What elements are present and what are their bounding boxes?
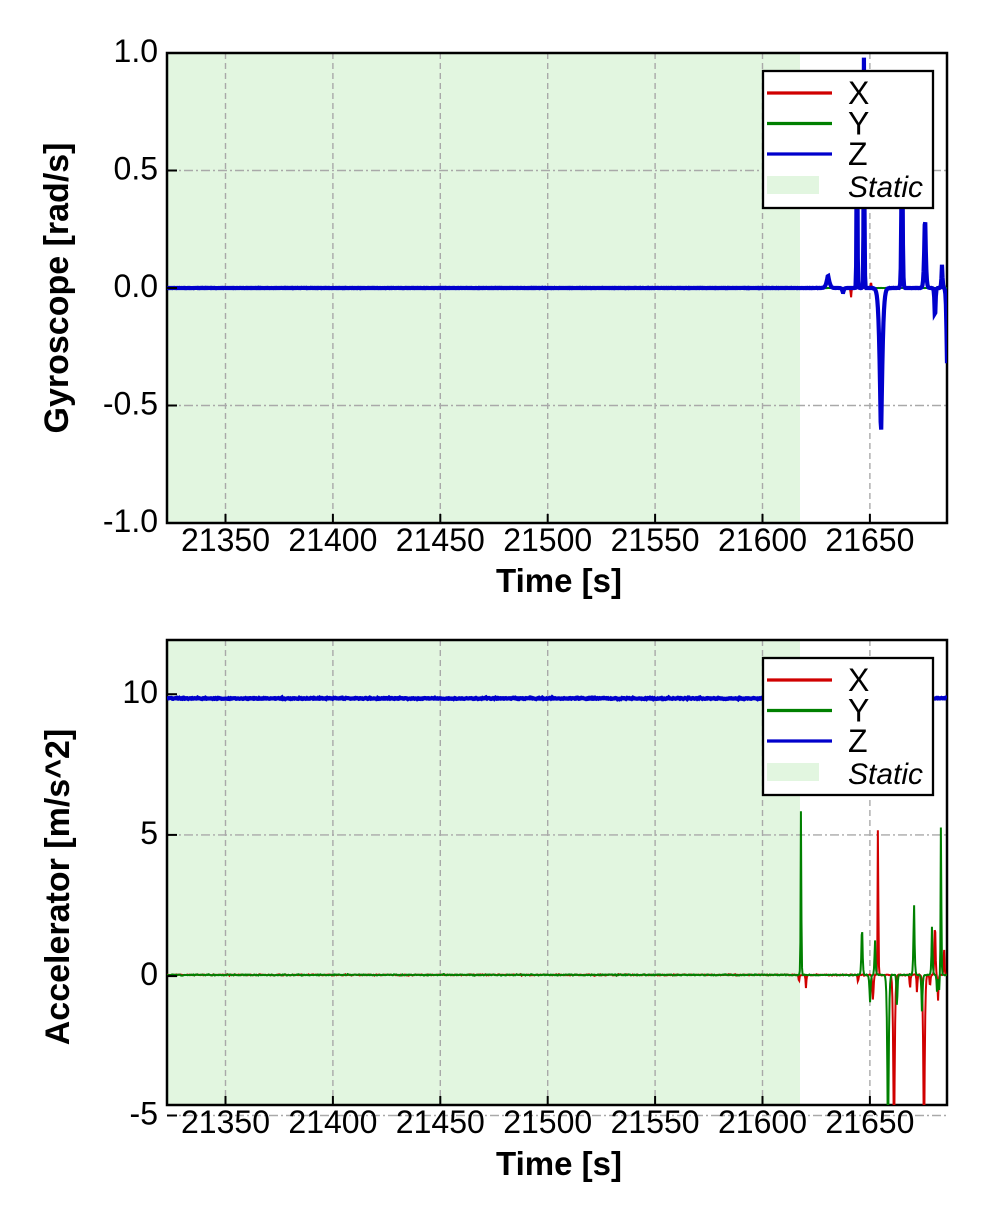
svg-text:1.0: 1.0 bbox=[114, 33, 158, 69]
svg-text:10: 10 bbox=[122, 674, 158, 710]
svg-text:21600: 21600 bbox=[718, 1104, 807, 1140]
svg-text:Z: Z bbox=[848, 723, 868, 759]
svg-text:21650: 21650 bbox=[825, 522, 914, 558]
svg-text:Time [s]: Time [s] bbox=[496, 1145, 622, 1182]
svg-text:0: 0 bbox=[140, 956, 158, 992]
svg-text:21650: 21650 bbox=[825, 1104, 914, 1140]
svg-text:0.0: 0.0 bbox=[114, 268, 158, 304]
svg-text:Gyroscope [rad/s]: Gyroscope [rad/s] bbox=[38, 143, 76, 434]
svg-text:21400: 21400 bbox=[288, 1104, 377, 1140]
svg-text:21450: 21450 bbox=[396, 522, 485, 558]
svg-text:-1.0: -1.0 bbox=[103, 503, 158, 539]
svg-text:0.5: 0.5 bbox=[114, 151, 158, 187]
svg-text:21350: 21350 bbox=[181, 1104, 270, 1140]
svg-text:21500: 21500 bbox=[503, 522, 592, 558]
svg-text:21550: 21550 bbox=[611, 522, 700, 558]
svg-text:-5: -5 bbox=[130, 1096, 158, 1132]
svg-text:21350: 21350 bbox=[181, 522, 270, 558]
svg-text:21600: 21600 bbox=[718, 522, 807, 558]
svg-text:Time [s]: Time [s] bbox=[496, 562, 622, 599]
svg-text:Accelerator [m/s^2]: Accelerator [m/s^2] bbox=[39, 729, 77, 1046]
svg-text:Static: Static bbox=[848, 171, 923, 204]
svg-text:Z: Z bbox=[848, 136, 868, 172]
svg-text:Static: Static bbox=[848, 758, 923, 791]
svg-text:21450: 21450 bbox=[396, 1104, 485, 1140]
svg-text:-0.5: -0.5 bbox=[103, 386, 158, 422]
svg-text:5: 5 bbox=[140, 815, 158, 851]
svg-text:21550: 21550 bbox=[611, 1104, 700, 1140]
svg-text:21400: 21400 bbox=[288, 522, 377, 558]
svg-text:21500: 21500 bbox=[503, 1104, 592, 1140]
